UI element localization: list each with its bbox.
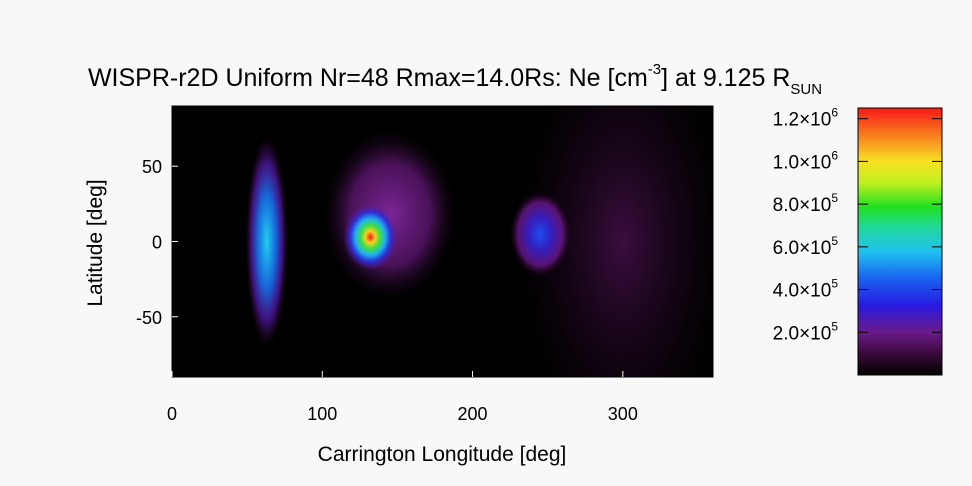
x-tick-label: 100 — [307, 404, 337, 424]
title-main: WISPR-r2D Uniform Nr=48 Rmax=14.0Rs: Ne … — [88, 64, 648, 92]
chart-title: WISPR-r2D Uniform Nr=48 Rmax=14.0Rs: Ne … — [88, 61, 822, 98]
y-tick-label: 50 — [142, 157, 162, 177]
colorbar-tick-label: 6.0×105 — [773, 234, 839, 259]
x-tick-label: 0 — [167, 404, 177, 424]
heatmap-feature — [245, 136, 288, 347]
x-axis-label: Carrington Longitude [deg] — [318, 443, 567, 466]
heatmap-feature — [343, 203, 398, 271]
x-axis: 0 100 200 300 — [167, 371, 638, 424]
heatmap-plot — [172, 106, 713, 377]
x-tick-label: 300 — [608, 404, 638, 424]
colorbar-tick-label: 1.2×106 — [773, 106, 839, 131]
y-axis: 50 0 -50 — [136, 157, 178, 328]
heatmap-feature — [510, 191, 571, 277]
colorbar-tick-label: 1.0×106 — [773, 148, 839, 173]
title-exponent: -3 — [648, 61, 661, 78]
heatmap-feature — [517, 106, 713, 377]
y-tick-label: -50 — [136, 308, 162, 328]
colorbar — [857, 107, 943, 376]
colorbar-tick-label: 4.0×105 — [773, 277, 839, 302]
x-tick-label: 200 — [458, 404, 488, 424]
colorbar-tick-label: 8.0×105 — [773, 191, 839, 216]
colorbar-tick-label: 2.0×105 — [773, 319, 839, 344]
y-axis-label: Latitude [deg] — [84, 179, 107, 306]
title-subscript: SUN — [790, 81, 822, 98]
colorbar-ticks: 2.0×105 4.0×105 6.0×105 8.0×105 1.0×106 1.2×1… — [773, 106, 942, 344]
y-tick-label: 0 — [152, 233, 162, 253]
title-mid: ] at 9.125 R — [661, 64, 790, 92]
